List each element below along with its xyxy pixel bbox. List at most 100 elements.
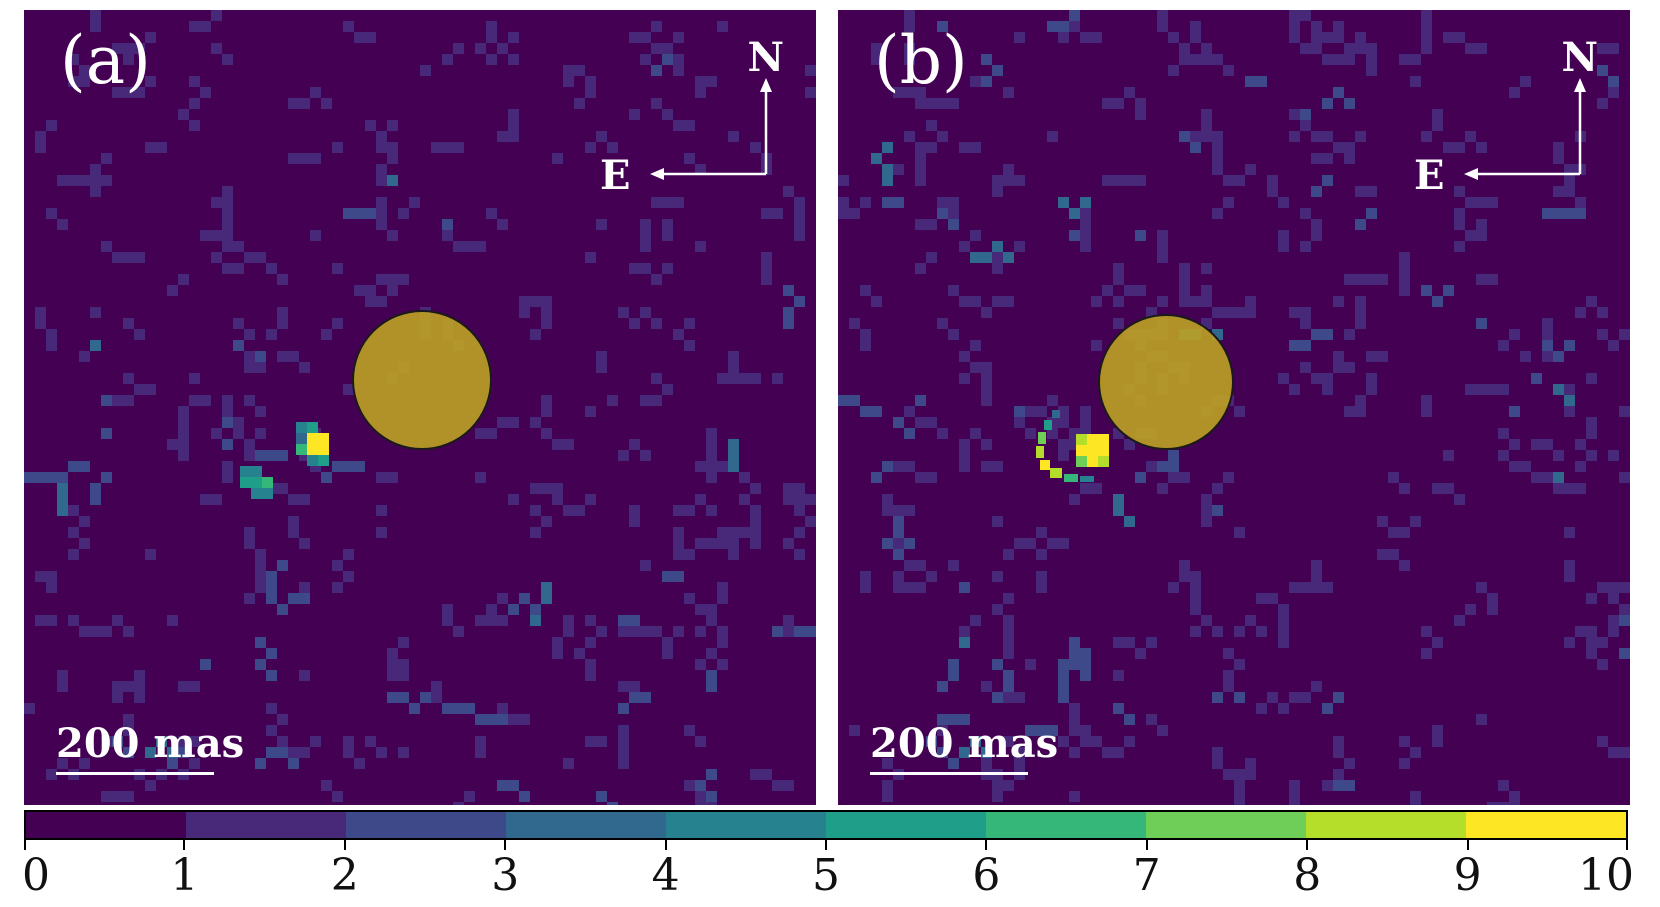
speckle-pixel	[1124, 714, 1135, 725]
speckle-pixel	[915, 263, 926, 274]
speckle-pixel	[904, 582, 915, 593]
speckle-pixel	[915, 395, 926, 406]
speckle-pixel	[1102, 747, 1113, 758]
speckle-pixel	[937, 714, 948, 725]
colorbar-segment	[666, 812, 826, 838]
speckle-pixel	[398, 659, 409, 670]
speckle-pixel	[915, 175, 926, 186]
colorbar-tick-label: 3	[491, 850, 520, 901]
colorbar-tick	[825, 840, 827, 850]
speckle-pixel	[1025, 538, 1036, 549]
speckle-pixel	[1135, 175, 1146, 186]
speckle-pixel	[1058, 406, 1069, 417]
speckle-pixel	[200, 21, 211, 32]
speckle-pixel	[684, 153, 695, 164]
speckle-pixel	[1025, 428, 1036, 439]
speckle-pixel	[629, 505, 640, 516]
speckle-pixel	[299, 747, 310, 758]
speckle-pixel	[167, 758, 178, 769]
colorbar-segment	[1306, 812, 1466, 838]
speckle-pixel	[1223, 670, 1234, 681]
speckle-pixel	[805, 65, 816, 76]
speckle-pixel	[959, 461, 970, 472]
speckle-pixel	[1201, 516, 1212, 527]
speckle-pixel	[662, 263, 673, 274]
speckle-pixel	[1366, 65, 1377, 76]
speckle-pixel	[1355, 219, 1366, 230]
speckle-pixel	[222, 230, 233, 241]
scalebar: 200 mas	[56, 724, 244, 775]
speckle-pixel	[1322, 780, 1333, 791]
speckle-pixel	[134, 329, 145, 340]
speckle-pixel	[1091, 340, 1102, 351]
speckle-pixel	[1234, 780, 1245, 791]
speckle-pixel	[1289, 582, 1300, 593]
speckle-pixel	[574, 98, 585, 109]
speckle-pixel	[222, 406, 233, 417]
speckle-pixel	[1278, 626, 1289, 637]
speckle-pixel	[838, 197, 849, 208]
speckle-pixel	[684, 340, 695, 351]
speckle-pixel	[1201, 54, 1212, 65]
colorbar-segment	[986, 812, 1146, 838]
speckle-pixel	[508, 32, 519, 43]
speckle-pixel	[1234, 406, 1245, 417]
speckle-pixel	[1113, 505, 1124, 516]
speckle-pixel	[178, 109, 189, 120]
speckle-pixel	[1355, 131, 1366, 142]
speckle-pixel	[1168, 472, 1179, 483]
speckle-pixel	[1509, 329, 1520, 340]
speckle-pixel	[189, 21, 200, 32]
speckle-pixel	[1223, 769, 1234, 780]
speckle-pixel	[959, 626, 970, 637]
speckle-pixel	[1091, 483, 1102, 494]
arc-feature	[1050, 468, 1062, 478]
speckle-pixel	[882, 175, 893, 186]
speckle-pixel	[1399, 560, 1410, 571]
speckle-pixel	[1289, 791, 1300, 802]
speckle-pixel	[1212, 54, 1223, 65]
speckle-pixel	[376, 296, 387, 307]
planet-source	[1076, 456, 1087, 467]
speckle-pixel	[90, 483, 101, 494]
speckle-pixel	[1003, 252, 1014, 263]
speckle-pixel	[1245, 615, 1256, 626]
speckle-pixel	[1333, 780, 1344, 791]
speckle-pixel	[123, 395, 134, 406]
speckle-pixel	[970, 76, 981, 87]
speckle-pixel	[486, 208, 497, 219]
speckle-pixel	[1487, 802, 1498, 805]
speckle-pixel	[1542, 439, 1553, 450]
speckle-pixel	[1047, 428, 1058, 439]
speckle-pixel	[981, 76, 992, 87]
speckle-pixel	[1036, 582, 1047, 593]
speckle-pixel	[343, 736, 354, 747]
speckle-pixel	[1487, 197, 1498, 208]
speckle-pixel	[376, 164, 387, 175]
speckle-pixel	[1069, 428, 1080, 439]
speckle-pixel	[992, 780, 1003, 791]
speckle-pixel	[1498, 780, 1509, 791]
speckle-pixel	[1608, 626, 1619, 637]
speckle-pixel	[1234, 527, 1245, 538]
speckle-pixel	[112, 736, 123, 747]
speckle-pixel	[706, 604, 717, 615]
speckle-pixel	[1201, 120, 1212, 131]
speckle-pixel	[1619, 582, 1630, 593]
speckle-pixel	[1157, 21, 1168, 32]
speckle-pixel	[1245, 307, 1256, 318]
speckle-pixel	[453, 43, 464, 54]
speckle-pixel	[662, 43, 673, 54]
speckle-pixel	[541, 593, 552, 604]
speckle-pixel	[189, 395, 200, 406]
speckle-pixel	[1399, 736, 1410, 747]
speckle-pixel	[926, 98, 937, 109]
speckle-pixel	[893, 516, 904, 527]
speckle-pixel	[618, 736, 629, 747]
speckle-pixel	[970, 736, 981, 747]
speckle-pixel	[1586, 373, 1597, 384]
speckle-pixel	[1344, 780, 1355, 791]
speckle-pixel	[871, 43, 882, 54]
speckle-pixel	[1003, 681, 1014, 692]
speckle-pixel	[1135, 472, 1146, 483]
